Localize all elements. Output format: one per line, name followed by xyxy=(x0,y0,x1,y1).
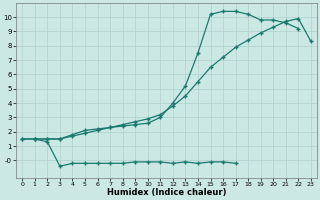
X-axis label: Humidex (Indice chaleur): Humidex (Indice chaleur) xyxy=(107,188,226,197)
